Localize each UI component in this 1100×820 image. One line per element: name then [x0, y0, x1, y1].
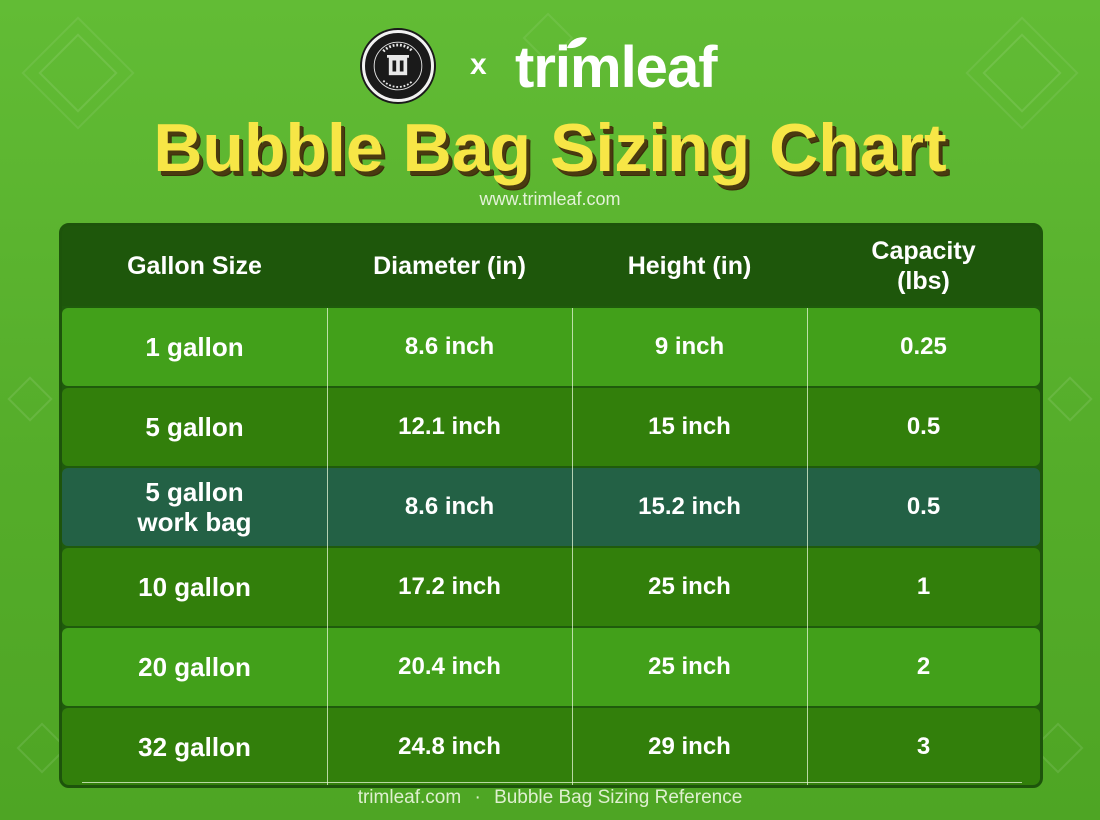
- table-row: 5 gallon 12.1 inch 15 inch 0.5: [62, 388, 1040, 466]
- footer-site: trimleaf.com: [357, 787, 462, 808]
- cell-gallon-size: 5 gallon work bag: [137, 477, 252, 537]
- cell-diameter: 8.6 inch: [404, 493, 495, 520]
- sizing-table: Gallon Size Diameter (in) Height (in) Ca…: [59, 223, 1043, 788]
- column-divider: [807, 308, 808, 785]
- table-row: 1 gallon 8.6 inch 9 inch 0.25: [62, 308, 1040, 386]
- table-header-row: Gallon Size Diameter (in) Height (in) Ca…: [62, 226, 1040, 306]
- partner-logo-icon: [366, 34, 430, 98]
- cell-diameter: 8.6 inch: [404, 333, 495, 360]
- cell-capacity: 0.25: [900, 333, 947, 360]
- leaf-icon: [567, 37, 587, 49]
- table-row: 20 gallon 20.4 inch 25 inch 2: [62, 628, 1040, 706]
- cell-capacity: 2: [916, 653, 931, 680]
- cell-height: 29 inch: [648, 733, 731, 760]
- decorative-diamond: [1047, 376, 1093, 422]
- table-row: 10 gallon 17.2 inch 25 inch 1: [62, 548, 1040, 626]
- column-divider: [327, 308, 328, 785]
- footer-separator: ·: [474, 787, 481, 808]
- cell-gallon-size: 5 gallon: [145, 412, 244, 442]
- site-url: www.trimleaf.com: [479, 189, 621, 209]
- cell-gallon-size: 1 gallon: [145, 332, 244, 362]
- column-header-height: Height (in): [627, 252, 752, 280]
- cell-gallon-size: 32 gallon: [138, 732, 251, 762]
- cell-diameter: 20.4 inch: [398, 653, 501, 680]
- cell-capacity: 0.5: [906, 413, 941, 440]
- cell-capacity: 1: [916, 573, 931, 600]
- cell-diameter: 24.8 inch: [398, 733, 501, 760]
- cell-height: 15 inch: [648, 413, 731, 440]
- cell-capacity: 3: [916, 733, 931, 760]
- table-row-highlighted: 5 gallon work bag 8.6 inch 15.2 inch 0.5: [62, 468, 1040, 546]
- column-header-capacity: Capacity (lbs): [871, 237, 976, 295]
- partner-logo: [362, 30, 434, 102]
- page-title: Bubble Bag Sizing Chart: [153, 110, 947, 186]
- brand-logo: trimleaf: [515, 35, 718, 100]
- column-divider: [572, 308, 573, 785]
- cell-height: 25 inch: [648, 573, 731, 600]
- footer-label: Bubble Bag Sizing Reference: [494, 787, 743, 808]
- decorative-diamond: [7, 376, 53, 422]
- cell-capacity: 0.5: [906, 493, 941, 520]
- table-row: 32 gallon 24.8 inch 29 inch 3: [62, 708, 1040, 785]
- cell-gallon-size: 20 gallon: [138, 652, 251, 682]
- cell-gallon-size: 10 gallon: [138, 572, 251, 602]
- column-header-diameter: Diameter (in): [373, 252, 526, 280]
- cell-height: 15.2 inch: [638, 493, 741, 520]
- cell-height: 25 inch: [648, 653, 731, 680]
- cell-diameter: 12.1 inch: [398, 413, 501, 440]
- cell-diameter: 17.2 inch: [398, 573, 501, 600]
- cell-height: 9 inch: [654, 333, 725, 360]
- header: x trimleaf Bubble Bag Sizing Chart www.t…: [0, 0, 1100, 220]
- footer: trimleaf.com · Bubble Bag Sizing Referen…: [0, 787, 1100, 809]
- collaboration-x: x: [470, 48, 487, 81]
- table-bottom-rule: [82, 782, 1022, 783]
- column-header-gallon-size: Gallon Size: [127, 252, 262, 280]
